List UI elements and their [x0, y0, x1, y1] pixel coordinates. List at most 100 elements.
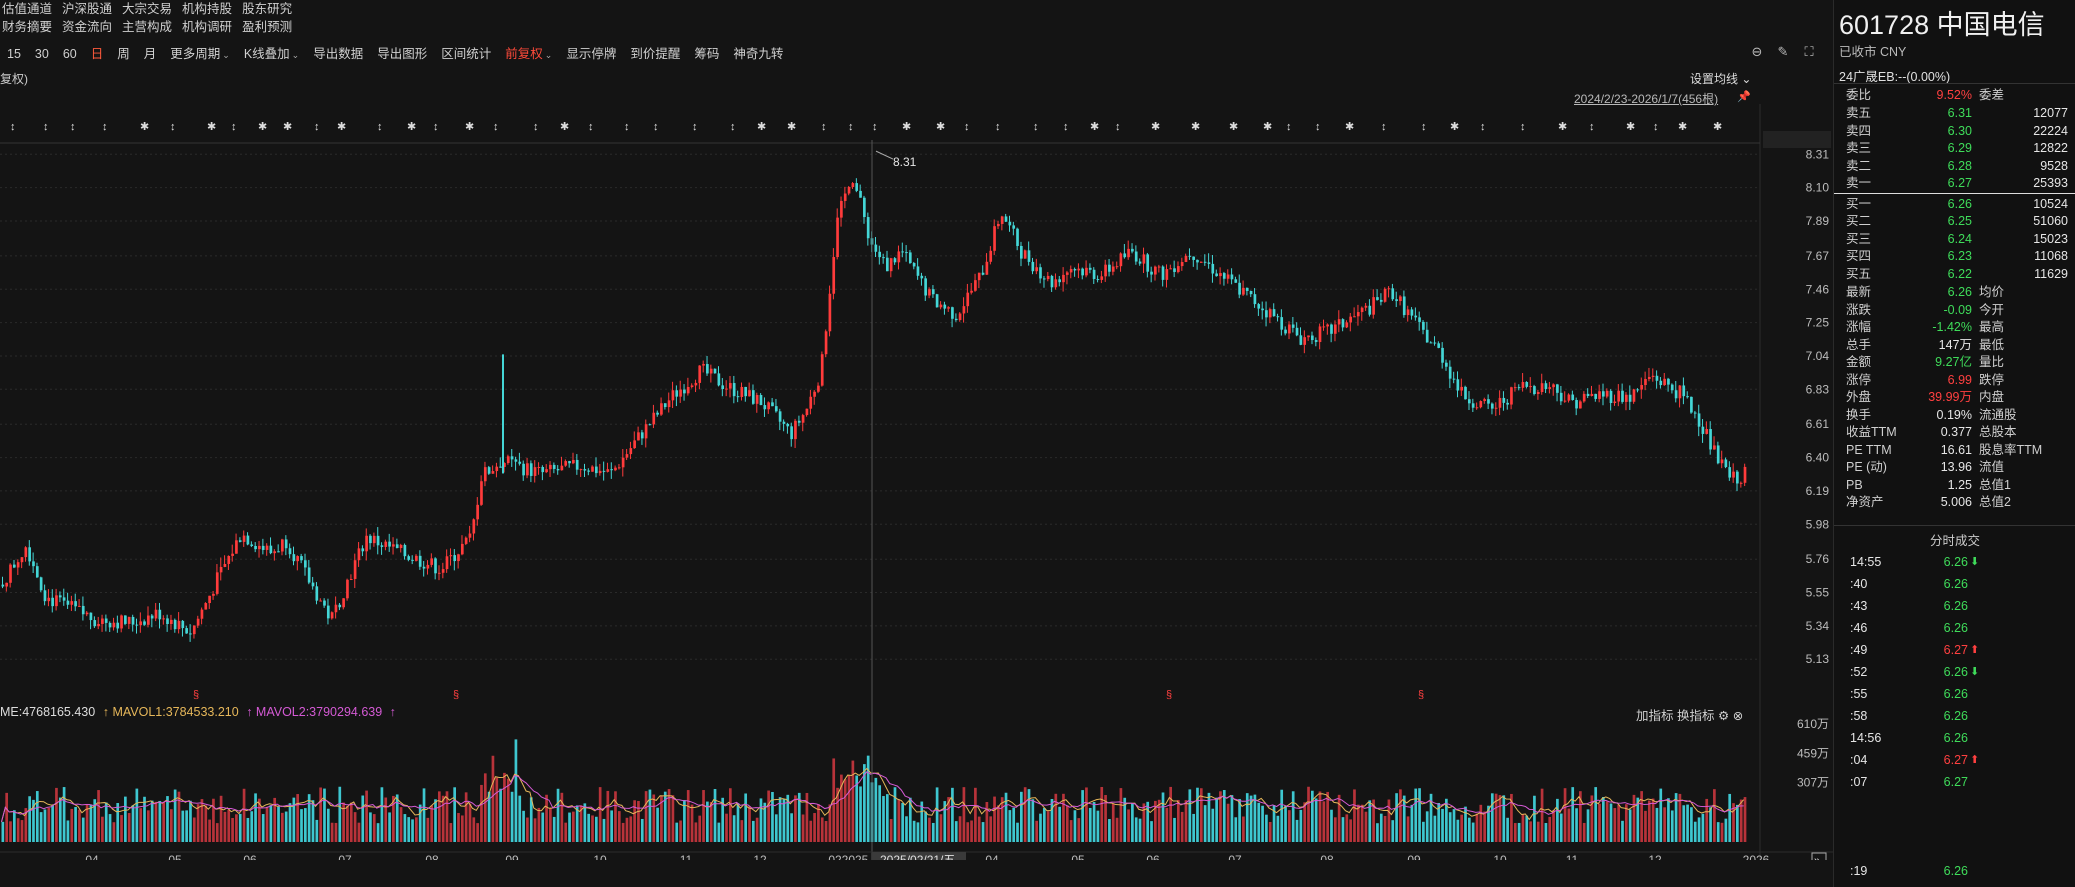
- event-marker[interactable]: ✱: [207, 121, 216, 133]
- event-marker[interactable]: ↕: [1480, 121, 1486, 133]
- event-marker[interactable]: ↕: [1033, 121, 1039, 133]
- event-marker[interactable]: ↕: [10, 121, 16, 133]
- toolbar-item[interactable]: K线叠加 ⌄: [243, 46, 300, 61]
- event-marker[interactable]: ✱: [1263, 121, 1272, 133]
- scroll-right-icon[interactable]: »: [1814, 855, 1820, 860]
- nav-item[interactable]: 估值通道: [2, 2, 53, 16]
- event-marker[interactable]: ↕: [653, 121, 659, 133]
- event-marker[interactable]: ✱: [757, 121, 766, 133]
- event-marker[interactable]: ↕: [102, 121, 108, 133]
- event-marker[interactable]: ✱: [407, 121, 416, 133]
- event-marker[interactable]: ↕: [70, 121, 76, 133]
- event-marker[interactable]: ✱: [283, 121, 292, 133]
- event-marker[interactable]: ↕: [588, 121, 594, 133]
- toolbar-item[interactable]: 到价提醒: [630, 47, 681, 61]
- event-marker[interactable]: ↕: [533, 121, 539, 133]
- event-marker[interactable]: ↕: [1653, 121, 1659, 133]
- event-marker[interactable]: ↕: [1421, 121, 1427, 133]
- dividend-marker[interactable]: §: [1418, 689, 1424, 700]
- event-marker[interactable]: ✱: [1191, 121, 1200, 133]
- switch-indicator-button[interactable]: 换指标: [1677, 709, 1715, 723]
- event-marker[interactable]: ✱: [936, 121, 945, 133]
- toolbar-item[interactable]: 导出数据: [313, 47, 364, 61]
- date-range[interactable]: 2024/2/23-2026/1/7(456根): [1574, 92, 1719, 106]
- nav-item[interactable]: 大宗交易: [122, 2, 173, 16]
- dividend-marker[interactable]: §: [1166, 689, 1172, 700]
- event-marker[interactable]: ↕: [821, 121, 827, 133]
- event-marker[interactable]: ↕: [377, 121, 383, 133]
- event-marker[interactable]: ↕: [314, 121, 320, 133]
- toolbar-item[interactable]: 神奇九转: [733, 47, 784, 61]
- close-icon[interactable]: ⊗: [1732, 709, 1744, 723]
- event-marker[interactable]: ↕: [995, 121, 1001, 133]
- event-marker[interactable]: ✱: [1713, 121, 1722, 133]
- set-ma-button[interactable]: 设置均线 ⌄: [1690, 72, 1752, 86]
- event-marker[interactable]: ↕: [493, 121, 499, 133]
- dividend-marker[interactable]: §: [453, 689, 459, 700]
- event-marker[interactable]: ↕: [231, 121, 237, 133]
- nav-item[interactable]: 财务摘要: [2, 20, 53, 34]
- event-marker[interactable]: ✱: [1151, 121, 1160, 133]
- event-marker[interactable]: ✱: [1450, 121, 1459, 133]
- toolbar-item[interactable]: 日: [90, 47, 104, 61]
- toolbar-item[interactable]: 导出图形: [377, 47, 428, 61]
- volume-bar: [1092, 802, 1096, 842]
- nav-item[interactable]: 股东研究: [242, 2, 293, 16]
- event-marker[interactable]: ↕: [1286, 121, 1292, 133]
- event-marker[interactable]: ↕: [1381, 121, 1387, 133]
- event-marker[interactable]: ↕: [1063, 121, 1069, 133]
- event-marker[interactable]: ✱: [258, 121, 267, 133]
- event-marker[interactable]: ↕: [624, 121, 630, 133]
- nav-item[interactable]: 机构持股: [182, 2, 233, 16]
- toolbar-item[interactable]: 显示停牌: [566, 47, 617, 61]
- event-marker[interactable]: ↕: [1115, 121, 1121, 133]
- event-marker[interactable]: ↕: [872, 121, 878, 133]
- candlestick-chart[interactable]: 8.31 8.10 7.89 7.67 7.46 7.25 7.04 6.83 6.61 6.40…: [0, 104, 1833, 700]
- toolbar-item[interactable]: 区间统计: [441, 47, 492, 61]
- event-marker[interactable]: ✱: [1345, 121, 1354, 133]
- event-marker[interactable]: ↕: [170, 121, 176, 133]
- event-marker[interactable]: ↕: [1315, 121, 1321, 133]
- event-marker[interactable]: ✱: [1678, 121, 1687, 133]
- event-marker[interactable]: ✱: [1558, 121, 1567, 133]
- draw-pen-icon[interactable]: ✎: [1777, 44, 1789, 59]
- event-marker[interactable]: ✱: [902, 121, 911, 133]
- nav-item[interactable]: 沪深股通: [62, 2, 113, 16]
- nav-item[interactable]: 主营构成: [122, 20, 173, 34]
- event-marker[interactable]: ✱: [1229, 121, 1238, 133]
- toolbar-item[interactable]: 筹码: [694, 47, 720, 61]
- event-marker[interactable]: ✱: [140, 121, 149, 133]
- add-indicator-button[interactable]: 加指标: [1636, 709, 1674, 723]
- gear-icon[interactable]: ⚙: [1718, 709, 1730, 723]
- event-marker[interactable]: ✱: [1626, 121, 1635, 133]
- collapse-icon[interactable]: ⊖: [1751, 44, 1763, 59]
- toolbar-item[interactable]: 30: [34, 47, 49, 61]
- toolbar-item[interactable]: 60: [62, 47, 77, 61]
- event-marker[interactable]: ↕: [1589, 121, 1595, 133]
- toolbar-item[interactable]: 月: [143, 47, 157, 61]
- event-marker[interactable]: ↕: [43, 121, 49, 133]
- event-marker[interactable]: ↕: [964, 121, 970, 133]
- nav-item[interactable]: 盈利预测: [242, 20, 293, 34]
- toolbar-item[interactable]: 更多周期 ⌄: [170, 46, 230, 61]
- toolbar-item[interactable]: 周: [117, 47, 130, 61]
- event-marker[interactable]: ↕: [692, 121, 698, 133]
- nav-item[interactable]: 机构调研: [182, 20, 233, 34]
- event-marker[interactable]: ✱: [560, 121, 569, 133]
- event-marker[interactable]: ✱: [337, 121, 346, 133]
- fullscreen-icon[interactable]: ⛶: [1804, 44, 1814, 59]
- dividend-marker[interactable]: §: [193, 689, 199, 700]
- candle-body: [905, 252, 908, 254]
- event-marker[interactable]: ↕: [433, 121, 439, 133]
- event-marker[interactable]: ↕: [730, 121, 736, 133]
- event-marker[interactable]: ↕: [1520, 121, 1526, 133]
- nav-item[interactable]: 资金流向: [62, 20, 113, 34]
- toolbar-item[interactable]: 15: [7, 47, 21, 61]
- event-marker[interactable]: ✱: [1090, 121, 1099, 133]
- event-marker[interactable]: ✱: [465, 121, 474, 133]
- event-marker[interactable]: ✱: [787, 121, 796, 133]
- pin-icon[interactable]: 📌: [1737, 91, 1751, 103]
- toolbar-item[interactable]: 前复权 ⌄: [505, 46, 553, 61]
- event-marker[interactable]: ↕: [848, 121, 854, 133]
